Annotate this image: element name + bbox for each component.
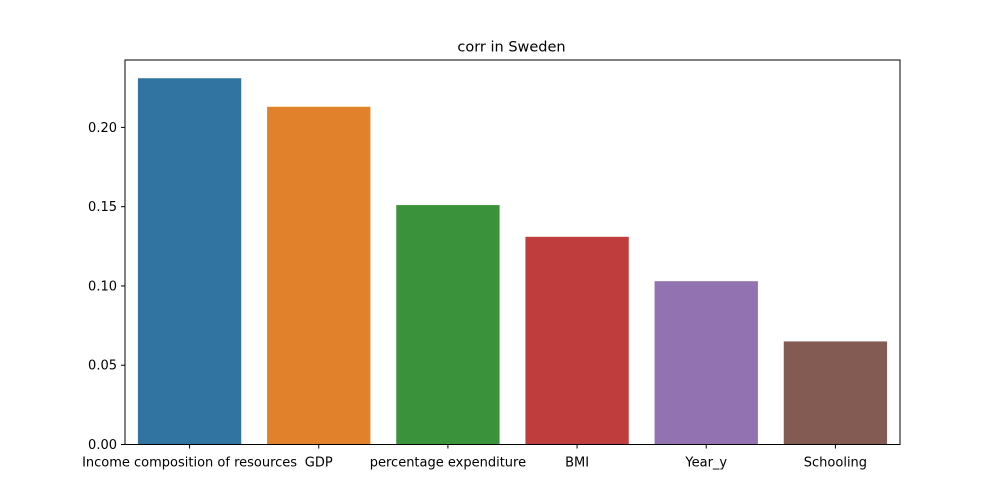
- x-tick-label: Income composition of resources: [82, 456, 297, 471]
- x-tick-label: BMI: [561, 456, 593, 471]
- y-tick-label: 0.00: [88, 438, 117, 453]
- axes-layer: Income composition of resources GDP percen…: [82, 121, 867, 471]
- bar-5: [654, 281, 758, 445]
- x-tick-label: Year_y: [684, 456, 727, 471]
- bar-6: [783, 341, 888, 445]
- x-tick-label: GDP: [305, 456, 333, 471]
- x-tick-label: Schooling: [804, 456, 867, 471]
- bar-1: [137, 78, 242, 445]
- y-tick-label: 0.10: [88, 279, 117, 294]
- y-tick-label: 0.20: [88, 121, 117, 136]
- bars-layer: [137, 78, 888, 445]
- bar-4: [525, 236, 629, 445]
- chart-title: corr in Sweden: [457, 40, 565, 56]
- y-tick-label: 0.05: [88, 359, 117, 374]
- bar-2: [267, 106, 371, 445]
- plot-frame: [124, 59, 901, 445]
- y-tick-label: 0.15: [88, 200, 117, 215]
- x-tick-label: percentage expenditure: [370, 456, 526, 471]
- bar-3: [396, 205, 500, 445]
